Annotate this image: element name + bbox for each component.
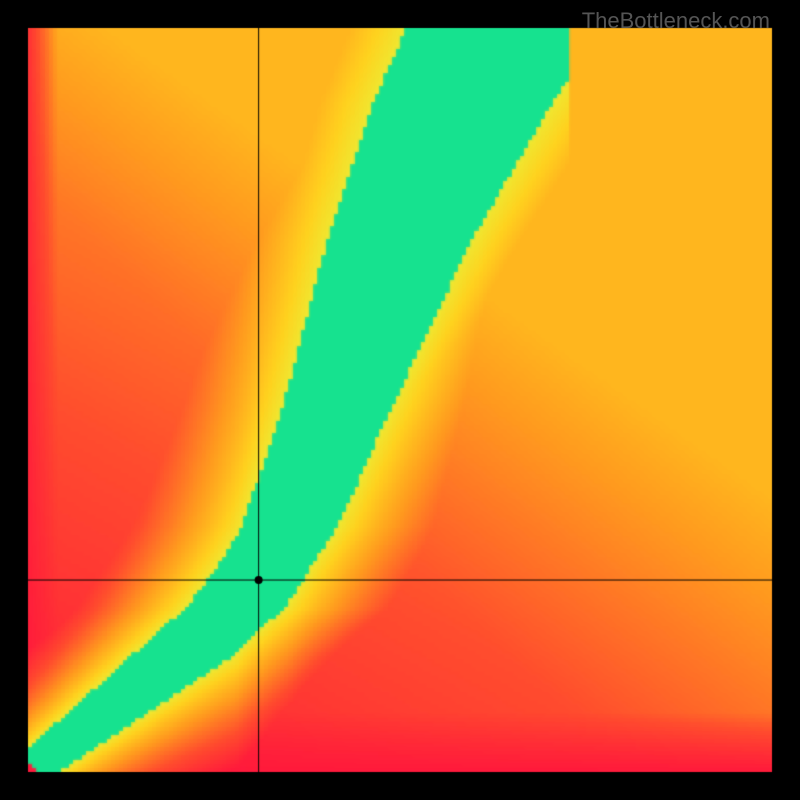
heatmap-canvas bbox=[0, 0, 800, 800]
watermark-text: TheBottleneck.com bbox=[582, 8, 770, 34]
chart-container: TheBottleneck.com bbox=[0, 0, 800, 800]
